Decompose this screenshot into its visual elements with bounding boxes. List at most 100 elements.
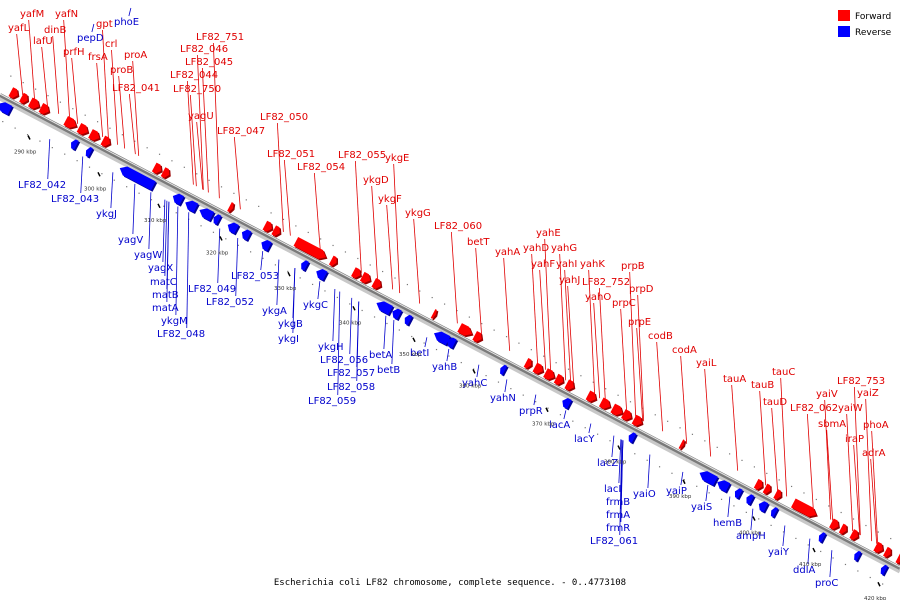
forward-gene-feature[interactable] (543, 368, 555, 380)
forward-gene-label[interactable]: prpE (628, 317, 651, 328)
reverse-gene-label[interactable]: yaiY (768, 547, 790, 558)
reverse-gene-label[interactable]: LF82_048 (157, 329, 205, 340)
forward-gene-label[interactable]: yahD (523, 243, 549, 254)
forward-gene-label[interactable]: tauC (772, 367, 795, 378)
forward-gene-feature[interactable] (564, 379, 574, 391)
reverse-gene-feature[interactable] (85, 147, 93, 158)
forward-gene-label[interactable]: yahF (531, 259, 555, 270)
forward-gene-label[interactable]: yaiZ (857, 388, 879, 399)
reverse-gene-feature[interactable] (734, 488, 743, 499)
reverse-gene-feature[interactable] (213, 214, 222, 225)
reverse-gene-feature[interactable] (770, 507, 778, 518)
forward-gene-feature[interactable] (262, 220, 272, 232)
forward-gene-label[interactable]: ykgD (363, 175, 389, 186)
reverse-gene-label[interactable]: betA (369, 350, 392, 361)
forward-gene-feature[interactable] (523, 357, 532, 369)
forward-gene-feature[interactable] (873, 541, 883, 553)
reverse-gene-feature[interactable] (119, 166, 156, 191)
reverse-gene-feature[interactable] (433, 331, 451, 346)
forward-gene-label[interactable]: codB (648, 331, 673, 342)
reverse-gene-feature[interactable] (699, 471, 718, 486)
reverse-gene-label[interactable]: yaiO (633, 489, 656, 500)
forward-gene-label[interactable]: iraP (845, 434, 864, 445)
reverse-gene-feature[interactable] (404, 314, 413, 326)
forward-gene-label[interactable]: LF82_752 (582, 277, 630, 288)
forward-gene-label[interactable]: yaiW (838, 403, 863, 414)
reverse-gene-feature[interactable] (71, 139, 79, 150)
forward-gene-feature[interactable] (371, 277, 381, 289)
reverse-gene-label[interactable]: yagV (118, 235, 143, 246)
reverse-gene-label[interactable]: frmA (606, 510, 630, 521)
reverse-gene-label[interactable]: lacI (604, 484, 621, 495)
forward-gene-label[interactable]: dinB (44, 25, 66, 36)
forward-gene-label[interactable]: prpB (621, 261, 645, 272)
reverse-gene-feature[interactable] (628, 432, 637, 443)
forward-gene-feature[interactable] (63, 116, 77, 128)
forward-gene-label[interactable]: yafM (20, 9, 44, 20)
forward-gene-label[interactable]: proA (124, 50, 147, 61)
forward-gene-label[interactable]: prpC (612, 298, 636, 309)
reverse-gene-label[interactable]: betI (410, 348, 429, 359)
reverse-gene-label[interactable]: yahB (432, 362, 457, 373)
reverse-gene-label[interactable]: LF82_059 (308, 396, 356, 407)
forward-gene-label[interactable]: phoA (863, 420, 889, 431)
forward-gene-feature[interactable] (532, 362, 543, 374)
reverse-gene-label[interactable]: yagX (148, 263, 173, 274)
forward-gene-label[interactable]: yaiV (816, 389, 838, 400)
forward-gene-feature[interactable] (100, 135, 110, 147)
forward-gene-label[interactable]: yaiL (696, 358, 717, 369)
forward-gene-label[interactable]: proB (110, 65, 133, 76)
reverse-gene-label[interactable]: prpR (519, 406, 543, 417)
forward-gene-label[interactable]: tauD (763, 397, 787, 408)
forward-gene-label[interactable]: LF82_054 (297, 162, 345, 173)
reverse-gene-label[interactable]: ykgJ (96, 209, 117, 220)
forward-gene-label[interactable]: crl (105, 39, 117, 50)
forward-gene-feature[interactable] (895, 553, 900, 564)
reverse-gene-feature[interactable] (199, 208, 215, 221)
reverse-gene-label[interactable]: ykgI (278, 334, 299, 345)
forward-gene-feature[interactable] (151, 162, 162, 174)
forward-gene-feature[interactable] (753, 478, 763, 490)
forward-gene-label[interactable]: LF82_062 (790, 403, 838, 414)
reverse-gene-label[interactable]: LF82_053 (231, 271, 279, 282)
forward-gene-label[interactable]: yahJ (559, 275, 580, 286)
forward-gene-label[interactable]: ykgF (378, 194, 402, 205)
reverse-gene-feature[interactable] (392, 308, 402, 320)
reverse-gene-feature[interactable] (172, 193, 185, 206)
forward-gene-feature[interactable] (849, 529, 858, 540)
reverse-gene-feature[interactable] (241, 229, 252, 241)
forward-gene-label[interactable]: ykgG (405, 208, 431, 219)
forward-gene-label[interactable]: tauB (751, 380, 774, 391)
forward-gene-feature[interactable] (19, 92, 28, 104)
forward-gene-feature[interactable] (88, 129, 100, 141)
forward-gene-label[interactable]: prpD (629, 284, 654, 295)
forward-gene-feature[interactable] (457, 323, 472, 336)
forward-gene-label[interactable]: LF82_050 (260, 112, 308, 123)
forward-gene-label[interactable]: LF82_753 (837, 376, 885, 387)
reverse-gene-label[interactable]: LF82_049 (188, 284, 236, 295)
reverse-gene-label[interactable]: proC (815, 578, 838, 589)
reverse-gene-label[interactable]: lacZ (597, 458, 618, 469)
forward-gene-label[interactable]: prfH (63, 47, 85, 58)
forward-gene-feature[interactable] (359, 271, 371, 284)
reverse-gene-label[interactable]: pepD (77, 33, 104, 44)
reverse-gene-label[interactable]: ampH (736, 531, 766, 542)
reverse-gene-label[interactable]: frmR (606, 523, 630, 534)
forward-gene-feature[interactable] (27, 97, 40, 109)
forward-gene-label[interactable]: yafN (55, 9, 78, 20)
reverse-gene-label[interactable]: ykgH (318, 342, 344, 353)
reverse-gene-label[interactable]: matB (152, 290, 179, 301)
forward-gene-feature[interactable] (829, 518, 839, 530)
reverse-gene-feature[interactable] (227, 222, 239, 234)
reverse-gene-feature[interactable] (316, 269, 328, 281)
forward-gene-label[interactable]: tauA (723, 374, 746, 385)
forward-gene-label[interactable]: LF82_046 (180, 44, 228, 55)
forward-gene-label[interactable]: LF82_750 (173, 84, 221, 95)
forward-gene-feature[interactable] (621, 409, 632, 421)
forward-gene-label[interactable]: ykgE (385, 153, 409, 164)
reverse-gene-label[interactable]: LF82_058 (327, 382, 375, 393)
forward-gene-label[interactable]: codA (672, 345, 697, 356)
reverse-gene-feature[interactable] (185, 200, 199, 213)
reverse-gene-feature[interactable] (261, 239, 272, 252)
forward-gene-label[interactable]: gpt (96, 19, 113, 30)
